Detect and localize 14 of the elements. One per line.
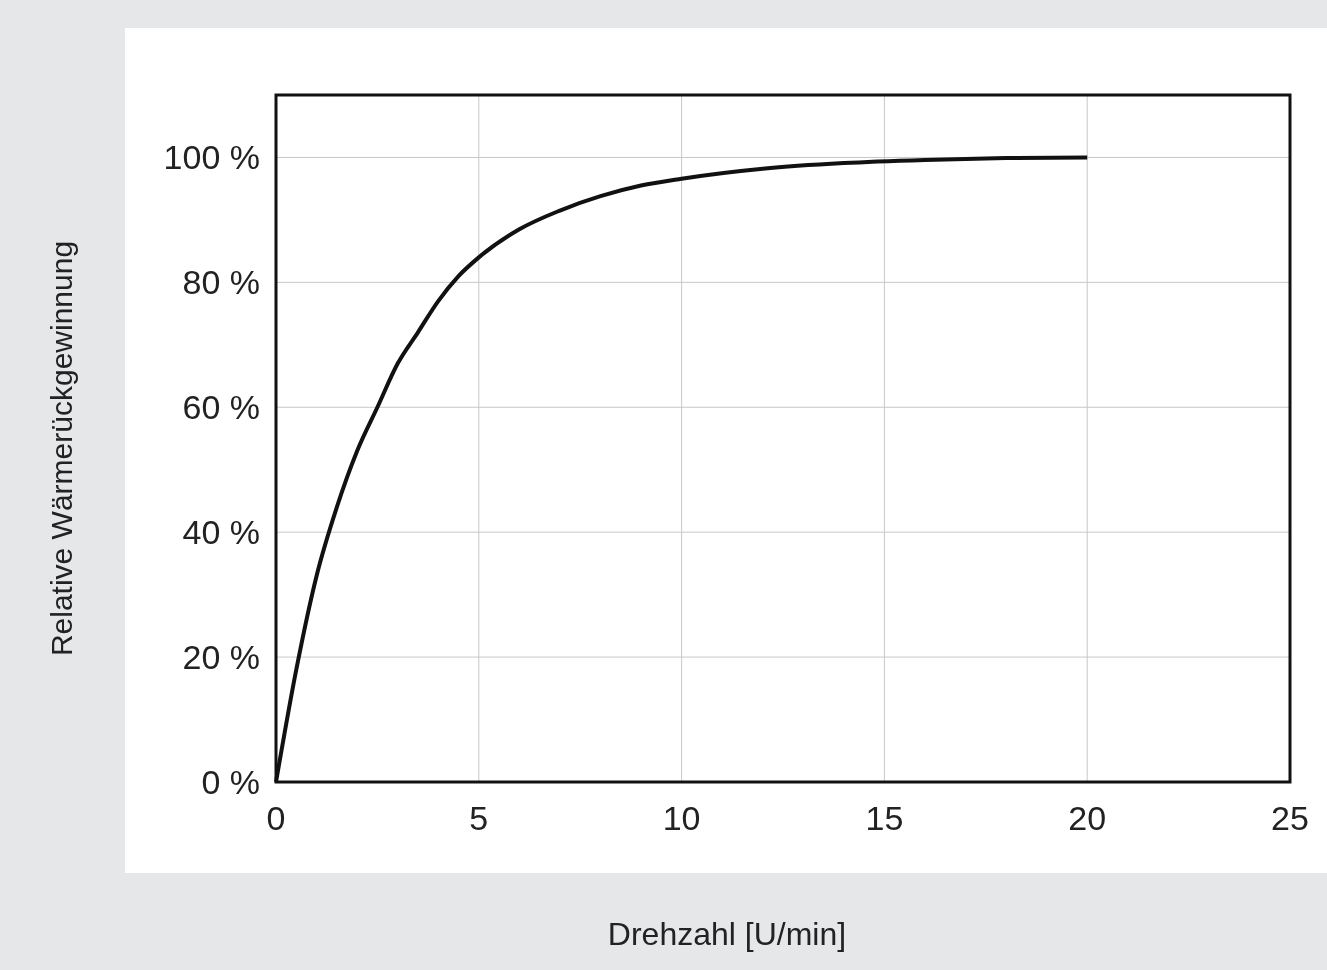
x-tick-label: 10	[662, 799, 701, 837]
y-tick-label: 100 %	[163, 138, 260, 177]
x-tick-label: 15	[865, 799, 904, 837]
y-tick-label: 0 %	[201, 763, 260, 801]
x-tick-label: 5	[469, 799, 489, 837]
y-tick-label: 80 %	[182, 263, 260, 302]
x-tick-label: 20	[1068, 799, 1107, 837]
x-axis-title: Drehzahl [U/min]	[607, 916, 847, 952]
y-tick-label: 40 %	[182, 513, 260, 552]
y-axis-title: Relative Wärmerückgewinnung	[45, 240, 78, 657]
y-tick-label: 20 %	[182, 638, 260, 677]
y-tick-label: 60 %	[182, 388, 260, 427]
x-tick-label: 0	[266, 799, 286, 837]
x-tick-label: 25	[1271, 799, 1309, 837]
